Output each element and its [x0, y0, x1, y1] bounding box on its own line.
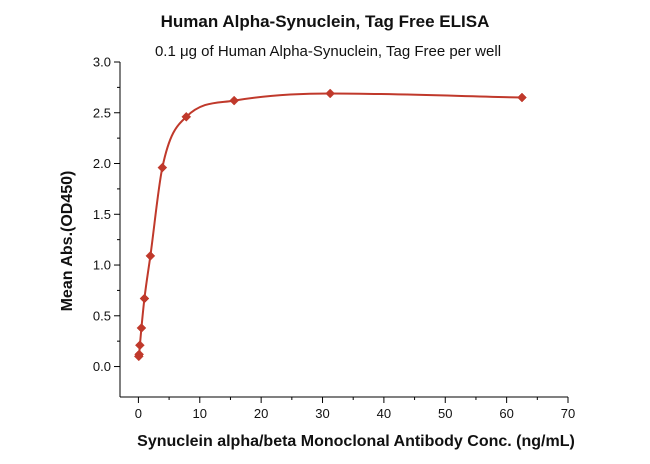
data-point-diamond	[517, 92, 527, 103]
data-point-diamond	[157, 162, 168, 173]
x-axis-label: Synuclein alpha/beta Monoclonal Antibody…	[137, 433, 575, 450]
data-point-diamond	[136, 323, 147, 333]
data-point-diamond	[135, 340, 145, 351]
data-point-diamond	[325, 88, 336, 99]
data-point-diamond	[145, 251, 156, 261]
data-point-diamond	[181, 111, 192, 122]
data-points	[133, 88, 527, 362]
data-point-diamond	[229, 95, 240, 106]
x-tick-label: 0	[135, 406, 142, 421]
y-axis-label: Mean Abs.(OD450)	[59, 171, 76, 312]
x-tick-label: 50	[438, 406, 452, 421]
x-tick-label: 60	[499, 406, 513, 421]
fit-curve	[137, 92, 522, 357]
y-tick-label: 1.5	[93, 207, 111, 222]
y-tick-label: 0.0	[93, 359, 111, 374]
x-tick-label: 10	[193, 406, 207, 421]
y-tick-label: 3.0	[93, 55, 111, 70]
x-tick-label: 30	[315, 406, 329, 421]
x-tick-label: 70	[561, 406, 575, 421]
y-tick-label: 0.5	[93, 308, 111, 323]
y-tick-label: 1.0	[93, 258, 111, 273]
x-tick-label: 20	[254, 406, 268, 421]
x-axis-ticks: 0 10 20 30 40 50 60 70	[135, 397, 575, 421]
y-axis-ticks: 0.0 0.5 1.0 1.5 2.0 2.5 3.0	[93, 55, 120, 374]
data-point-diamond	[139, 293, 150, 304]
x-tick-label: 40	[377, 406, 391, 421]
y-tick-label: 2.0	[93, 156, 111, 171]
chart-subtitle: 0.1 μg of Human Alpha-Synuclein, Tag Fre…	[155, 43, 501, 60]
y-tick-label: 2.5	[93, 105, 111, 120]
chart-title: Human Alpha-Synuclein, Tag Free ELISA	[161, 12, 490, 31]
data-point-diamond	[134, 349, 145, 360]
